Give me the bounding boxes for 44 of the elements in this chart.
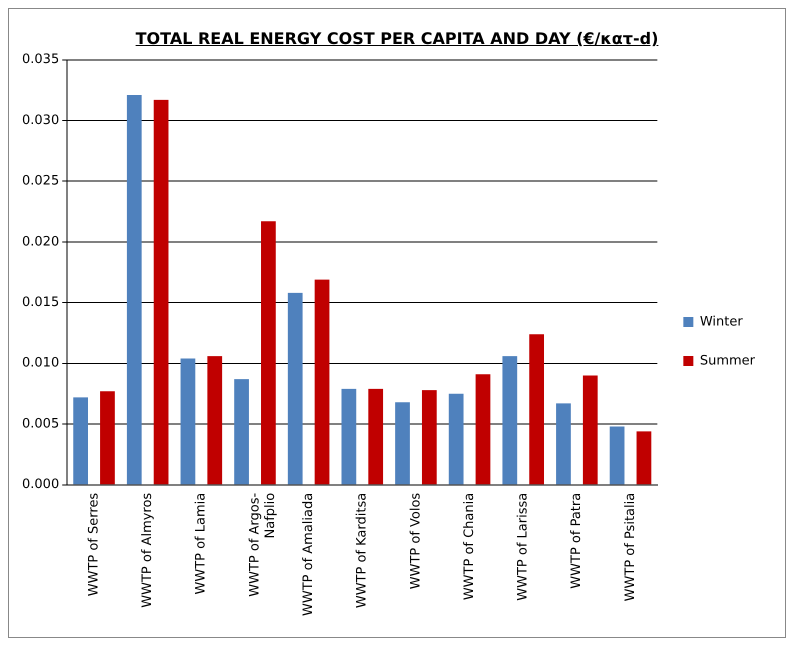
y-tick-label: 0.020	[22, 234, 60, 250]
x-tick-label: WWTP of Patra	[569, 492, 584, 589]
bar	[368, 388, 384, 484]
bar	[556, 403, 571, 484]
y-tick-label: 0.000	[22, 477, 60, 492]
bar	[529, 334, 544, 484]
x-tick-label: WWTP of Lamia	[194, 492, 209, 595]
bar	[636, 431, 652, 484]
bar	[154, 100, 168, 484]
x-tick-label: WWTP of Amaliada	[301, 492, 316, 616]
legend-label: Summer	[700, 353, 756, 368]
bar	[73, 397, 88, 484]
bar	[395, 402, 410, 484]
chart-title: TOTAL REAL ENERGY COST PER CAPITA AND DAY (€/κατ-d)	[134, 29, 660, 48]
x-tick-label: WWTP of Volos	[408, 492, 424, 590]
x-tick-label: WWTP of Argos- Nafplio	[247, 492, 278, 597]
bar	[180, 358, 196, 484]
bar	[126, 95, 142, 484]
bar	[448, 394, 464, 484]
bar	[422, 390, 437, 484]
y-tick-label: 0.035	[22, 52, 60, 68]
bar	[582, 376, 598, 484]
bar	[234, 379, 249, 484]
x-tick-label: WWTP of Larissa	[516, 492, 531, 601]
bar	[502, 356, 518, 484]
x-tick-label: WWTP of Psitalia	[622, 492, 638, 602]
legend-label: Winter	[700, 314, 744, 330]
bar	[261, 221, 276, 484]
x-tick-label: WWTP of Almyros	[140, 492, 156, 608]
bar	[207, 356, 222, 484]
bar	[610, 426, 624, 484]
x-tick-label: WWTP of Karditsa	[354, 492, 370, 608]
y-tick-label: 0.005	[22, 416, 60, 432]
y-tick-label: 0.015	[22, 295, 60, 310]
y-tick-label: 0.025	[22, 174, 60, 189]
bar	[100, 391, 115, 484]
y-tick-label: 0.030	[22, 112, 60, 128]
x-tick-label: WWTP of Chania	[462, 492, 477, 600]
bar	[288, 292, 303, 484]
bar	[314, 280, 330, 484]
x-tick-label: WWTP of Serres	[86, 492, 102, 596]
bar	[476, 374, 490, 484]
y-tick-label: 0.010	[22, 356, 60, 371]
bar	[341, 388, 356, 484]
